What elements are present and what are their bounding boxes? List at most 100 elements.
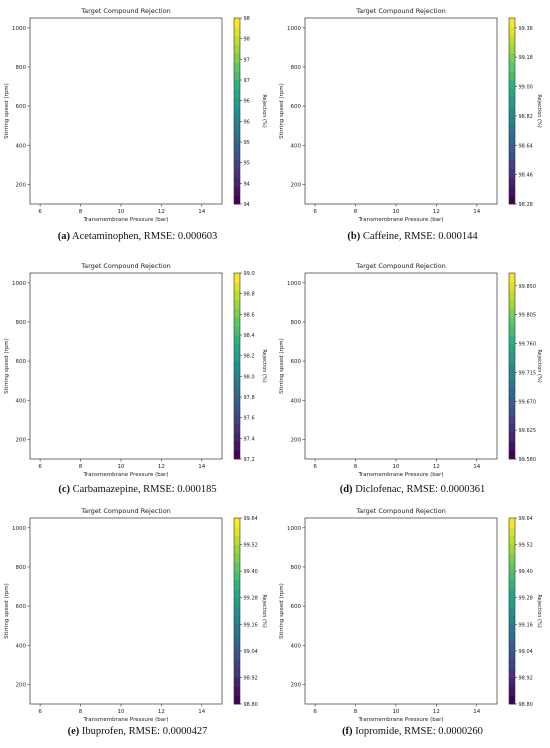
plot-area [304,272,498,460]
colorbar-tick-label: 99.16 [244,622,258,628]
colorbar-band [234,695,240,705]
colorbar-tick-label: 96 [244,99,250,105]
x-axis-label: Transmembrane Pressure (bar) [82,717,168,723]
colorbar-label: Rejection (%) [261,349,267,382]
colorbar-band [509,695,515,705]
x-tick-label: 8 [354,209,358,215]
x-axis-label: Transmembrane Pressure (bar) [357,217,443,223]
colorbar-band [509,317,515,327]
colorbar-tick-label: 99.04 [244,649,258,655]
colorbar-tick-label: 99.64 [519,516,533,522]
colorbar-band [509,588,515,599]
x-tick-label: 14 [473,709,480,715]
colorbar-tick-label: 98.82 [519,114,533,120]
colorbar-band [509,35,515,45]
y-axis-label: Stirring speed (rpm) [4,83,10,139]
colorbar-tick-label: 97.4 [244,436,255,442]
colorbar-tick-label: 98.0 [244,374,255,380]
colorbar-band [509,597,515,607]
y-tick-label: 600 [291,104,302,110]
colorbar-tick-label: 99.00 [519,85,533,91]
colorbar-band [234,686,240,696]
colorbar-band [234,535,240,545]
colorbar-band [234,414,240,424]
colorbar-band [234,186,240,196]
caption-text: Caffeine, RMSE: 0.000144 [360,231,478,242]
y-tick-label: 600 [291,604,302,610]
colorbar-band [509,544,515,554]
colorbar-band [234,281,240,292]
colorbar-tick-label: 99.805 [519,313,537,319]
plot-area [304,17,498,205]
y-tick-label: 800 [291,565,302,571]
caption-letter: (a) [57,231,70,242]
x-tick-label: 6 [313,709,317,715]
y-tick-label: 200 [16,682,27,688]
x-tick-label: 10 [392,709,399,715]
colorbar-band [234,423,240,433]
chart-panel-ibuprofen: Target Compound Rejection 6 8 10 12 14 Transme… [0,500,275,748]
colorbar-band [509,668,515,678]
colorbar-band [509,677,515,687]
y-tick-label: 400 [16,398,27,404]
colorbar-band [234,659,240,669]
caption-letter: (e) [67,726,80,737]
colorbar-tick-label: 98.8 [244,292,255,298]
colorbar-band [509,361,515,371]
colorbar-tick-label: 97.6 [244,416,255,422]
y-tick-label: 200 [291,182,302,188]
caption-letter: (b) [347,231,361,242]
caption-text: Iopromide, RMSE: 0.0000260 [352,726,483,737]
colorbar-band [509,44,515,54]
colorbar-band [509,133,515,143]
colorbar-band [234,44,240,54]
colorbar-band [509,290,515,300]
y-tick-label: 800 [16,65,27,71]
colorbar-band [509,124,515,134]
x-tick-label: 8 [354,709,358,715]
colorbar-band [234,580,240,590]
x-tick-label: 8 [79,209,83,215]
colorbar-frame [233,272,241,460]
colorbar-band [509,686,515,696]
y-tick-label: 600 [16,104,27,110]
colorbar-tick-label: 98.80 [244,702,258,708]
x-tick-label: 10 [117,464,124,470]
colorbar-tick-label: 98.6 [244,312,255,318]
colorbar-band [234,668,240,678]
colorbar-band [234,308,240,318]
colorbar-band [509,562,515,572]
colorbar-band [509,432,515,442]
x-tick-label: 14 [198,464,205,470]
colorbar-band [234,650,240,661]
x-tick-label: 10 [392,464,399,470]
figure-caption: (d) Diclofenac, RMSE: 0.0000361 [275,484,550,495]
x-tick-label: 12 [158,464,165,470]
colorbar-band [234,335,240,345]
y-tick-label: 800 [16,320,27,326]
colorbar-label: Rejection (%) [261,594,267,627]
colorbar-band [509,177,515,187]
colorbar-band [234,35,240,45]
colorbar-frame [508,272,516,460]
colorbar-band [234,397,240,407]
colorbar-band [509,606,515,616]
x-tick-label: 8 [79,464,83,470]
colorbar-band [234,544,240,554]
colorbar-band [509,659,515,669]
x-tick-label: 6 [313,464,317,470]
colorbar-band [509,352,515,362]
chart-title: Target Compound Rejection [355,262,446,270]
colorbar-band [509,281,515,292]
colorbar-tick-label: 95 [244,140,250,146]
colorbar-band [509,168,515,178]
contour-plot: Target Compound Rejection 6 8 10 12 14 Transme… [279,262,542,478]
y-tick-label: 1000 [287,26,301,32]
colorbar-band [509,115,515,125]
y-tick-label: 400 [291,643,302,649]
colorbar-band [234,405,240,416]
x-tick-label: 8 [79,709,83,715]
plot-area [29,272,223,460]
colorbar-tick-label: 97.8 [244,395,255,401]
colorbar-tick-label: 95 [244,161,250,167]
